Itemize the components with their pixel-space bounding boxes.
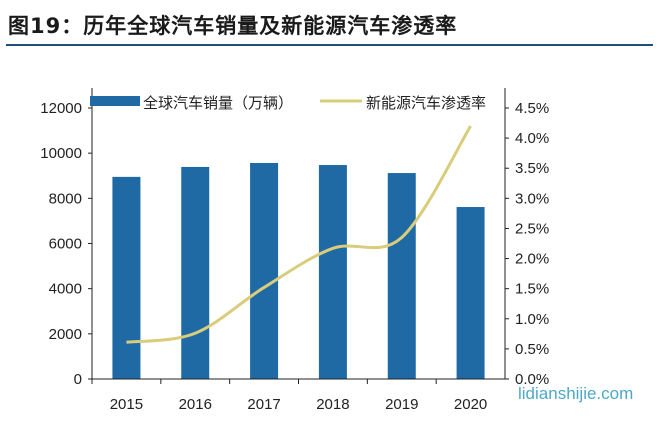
y-tick-label: 2000 <box>49 326 82 343</box>
y2-tick-label: 2.0% <box>515 251 549 268</box>
y-tick-label: 10000 <box>40 145 82 162</box>
y2-tick-label: 0.5% <box>515 341 549 358</box>
x-tick-label: 2015 <box>110 396 143 413</box>
y-tick-label: 8000 <box>49 190 82 207</box>
y2-tick-label: 1.5% <box>515 281 549 298</box>
y2-tick-label: 3.5% <box>515 160 549 177</box>
x-tick-label: 2018 <box>316 396 349 413</box>
bar-2015 <box>112 176 141 379</box>
title-rule <box>6 44 653 46</box>
y2-tick-label: 2.5% <box>515 220 549 237</box>
penetration-line <box>126 125 472 344</box>
x-tick-label: 2020 <box>454 396 487 413</box>
x-tick-label: 2016 <box>179 396 212 413</box>
y2-tick-label: 4.5% <box>515 100 549 117</box>
legend-bar-swatch <box>90 96 140 106</box>
y-tick-label: 0 <box>74 371 82 388</box>
bar-2018 <box>318 165 347 379</box>
bar-2020 <box>456 207 485 379</box>
chart-title: 图19：历年全球汽车销量及新能源汽车渗透率 <box>8 14 458 38</box>
y2-tick-label: 3.0% <box>515 190 549 207</box>
x-tick-label: 2019 <box>385 396 418 413</box>
watermark: lidianshijie.com <box>518 384 634 403</box>
y2-tick-label: 0.0% <box>515 371 549 388</box>
legend-line-label: 新能源汽车渗透率 <box>366 94 486 112</box>
x-tick-label: 2017 <box>247 396 280 413</box>
y-tick-label: 6000 <box>49 236 82 253</box>
y2-tick-label: 4.0% <box>515 130 549 147</box>
legend: 全球汽车销量（万辆） 新能源汽车渗透率 <box>90 94 486 112</box>
legend-bar-label: 全球汽车销量（万辆） <box>143 94 293 112</box>
y-tick-label: 4000 <box>49 281 82 298</box>
bar-2017 <box>250 162 279 379</box>
bar-2019 <box>387 173 416 379</box>
y-tick-label: 12000 <box>40 100 82 117</box>
bar-2016 <box>181 166 210 379</box>
y2-tick-label: 1.0% <box>515 311 549 328</box>
